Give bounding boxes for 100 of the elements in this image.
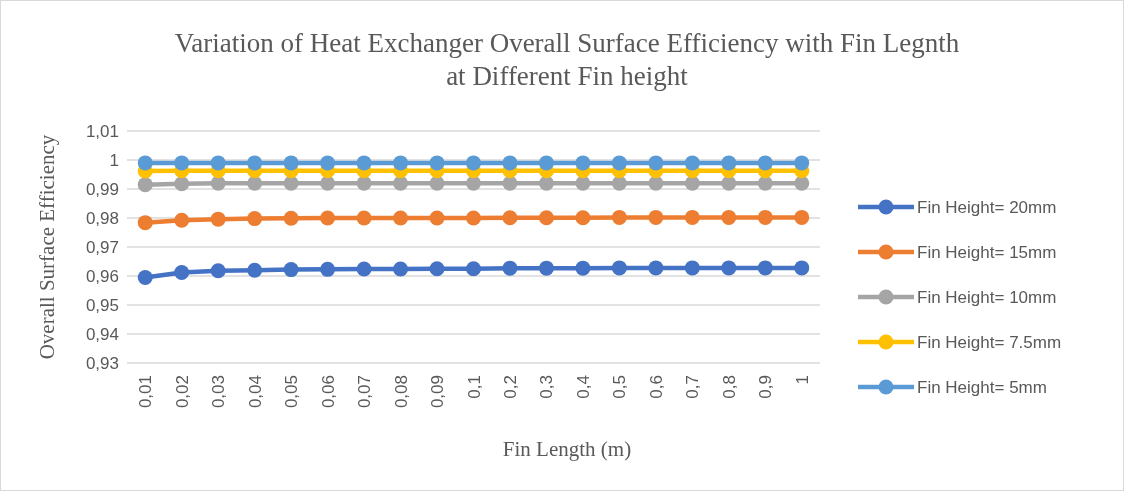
point [210,211,226,227]
point [429,175,445,191]
legend-label: Fin Height= 10mm [917,288,1057,307]
point [794,155,810,171]
x-tick-label: 0,09 [428,375,448,409]
point [320,175,336,191]
point [684,155,700,171]
point [247,262,263,278]
x-tick-label: 0,01 [136,375,156,409]
point [648,209,664,225]
x-tick-label: 0,07 [355,375,375,409]
point [174,265,190,281]
legend-label: Fin Height= 5mm [917,378,1047,397]
point [429,155,445,171]
point [575,175,591,191]
point [757,155,773,171]
point [283,155,299,171]
y-tick-label: 0,98 [85,209,119,228]
point [247,175,263,191]
point [137,215,153,231]
point [393,175,409,191]
y-tick-label: 1,01 [85,122,119,141]
point [794,260,810,276]
point [757,260,773,276]
point [721,209,737,225]
point [320,155,336,171]
x-tick-label: 0,05 [282,375,302,409]
x-tick-label: 0,2 [500,375,520,399]
point [137,269,153,285]
x-tick-label: 0,8 [719,375,739,399]
point [648,175,664,191]
point [283,262,299,278]
x-tick-label: 1 [792,375,812,385]
point [757,209,773,225]
point [684,209,700,225]
y-tick-label: 0,96 [85,267,119,286]
point [502,210,518,226]
point [247,211,263,227]
y-tick-label: 1 [109,151,119,170]
x-tick-label: 0,06 [318,375,338,409]
point [538,210,554,226]
x-tick-label: 0,9 [756,375,776,399]
point [283,210,299,226]
point [611,209,627,225]
y-tick-label: 0,93 [85,354,119,373]
point [393,261,409,277]
point [575,155,591,171]
point [466,155,481,171]
x-tick-label: 0,08 [391,375,411,409]
point [466,261,481,277]
legend-label: Fin Height= 15mm [917,243,1057,262]
y-axis-title: Overall Surface Efficiency [35,134,59,360]
point [611,175,627,191]
x-tick-label: 0,5 [610,375,630,399]
point [356,175,372,191]
point [356,261,372,277]
x-tick-label: 0,02 [172,375,192,409]
y-tick-label: 0,95 [85,296,119,315]
point [466,210,481,226]
point [320,261,336,277]
point [648,155,664,171]
x-tick-label: 0,3 [537,375,557,399]
point [137,155,153,171]
x-tick-label: 0,03 [209,375,229,409]
point [502,155,518,171]
point [794,209,810,225]
point [611,155,627,171]
point [721,155,737,171]
point [794,175,810,191]
y-tick-label: 0,94 [85,325,119,344]
x-tick-label: 0,04 [245,375,265,409]
point [502,260,518,276]
point [466,175,481,191]
point [174,155,190,171]
point [429,261,445,277]
point [684,260,700,276]
point [247,155,263,171]
x-axis-title: Fin Length (m) [502,437,632,461]
legend-label: Fin Height= 20mm [917,198,1057,217]
point [174,176,190,192]
x-tick-label: 0,4 [573,375,593,399]
point [210,155,226,171]
point [538,175,554,191]
legend-label: Fin Height= 7.5mm [917,333,1062,352]
x-tick-label: 0,6 [646,375,666,399]
point [575,210,591,226]
point [429,210,445,226]
x-tick-label: 0,1 [464,375,484,399]
point [320,210,336,226]
point [283,175,299,191]
point [575,260,591,276]
point [538,155,554,171]
point [393,210,409,226]
point [757,175,773,191]
point [174,212,190,228]
point [393,155,409,171]
point [684,175,700,191]
point [356,210,372,226]
point [137,177,153,193]
point [721,260,737,276]
